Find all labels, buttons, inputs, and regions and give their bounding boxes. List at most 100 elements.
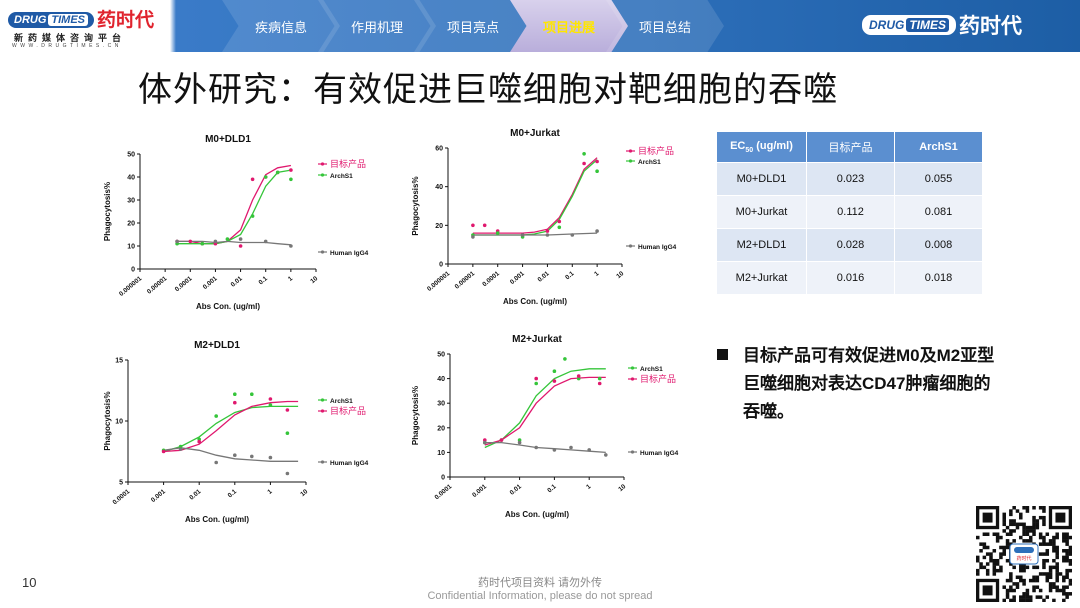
qr-module [1055, 555, 1059, 560]
qr-module [1009, 575, 1013, 580]
qr-module [1038, 542, 1043, 546]
qr-module [1055, 552, 1059, 556]
qr-module [1068, 552, 1072, 556]
chart-title: M2+Jurkat [512, 334, 562, 345]
data-point [263, 239, 268, 244]
data-point [595, 169, 599, 173]
cell-target: 0.016 [806, 261, 895, 295]
qr-module [1062, 558, 1066, 563]
y-tick-label: 50 [127, 152, 135, 159]
qr-module [979, 549, 983, 553]
qr-module [1042, 558, 1046, 563]
qr-module [1025, 509, 1030, 513]
y-tick-label: 20 [127, 221, 135, 228]
qr-module [979, 542, 983, 546]
series-line-target [177, 164, 292, 245]
qr-module [1009, 562, 1013, 566]
tab-disease-info[interactable]: 疾病信息 [222, 0, 340, 52]
tab-progress[interactable]: 项目进展 [510, 0, 628, 52]
qr-module [1032, 529, 1036, 533]
qr-module [1025, 598, 1030, 602]
qr-module [1055, 568, 1059, 573]
qr-module [1068, 582, 1072, 586]
qr-module [1002, 585, 1006, 589]
tab-mechanism[interactable]: 作用机理 [318, 0, 436, 52]
qr-module [1062, 592, 1066, 596]
tab-label: 作用机理 [350, 19, 403, 35]
qr-module [999, 568, 1003, 573]
qr-module [1048, 568, 1053, 573]
legend-marker [320, 409, 325, 413]
y-tick-label: 10 [115, 419, 123, 426]
row-label: M2+Jurkat [716, 261, 807, 295]
legend-marker [320, 398, 325, 402]
data-point [482, 223, 487, 228]
qr-module [1019, 578, 1023, 583]
data-point [213, 239, 218, 244]
qr-module [1038, 595, 1043, 599]
qr-module [1048, 575, 1053, 580]
qr-module [1015, 582, 1020, 586]
legend-marker [320, 173, 325, 177]
qr-module [1068, 562, 1072, 566]
data-point [275, 170, 280, 175]
tab-highlights[interactable]: 项目亮点 [414, 0, 532, 52]
qr-module [1028, 595, 1033, 599]
qr-module [992, 532, 997, 536]
qr-module [1022, 529, 1026, 533]
qr-module [1062, 539, 1066, 543]
y-tick-label: 40 [435, 184, 443, 191]
data-point [268, 397, 273, 401]
qr-module [999, 552, 1003, 556]
drugtimes-logo[interactable]: DRUG TIMES 药时代 [8, 5, 168, 51]
qr-finder [982, 512, 993, 523]
y-axis-label: Phagocytosis% [103, 391, 112, 450]
header-ec50: EC50 (ug/ml) [716, 131, 807, 163]
x-tick-label: 0.0001 [174, 275, 194, 293]
drugtimes-logo-right[interactable]: DRUG TIMES 药时代 [862, 10, 1022, 40]
y-axis-label: Phagocytosis% [411, 176, 420, 235]
qr-module [1055, 588, 1059, 593]
data-point [552, 448, 557, 452]
table-row: M0+Jurkat 0.112 0.081 [716, 195, 983, 229]
x-tick-label: 0.0001 [112, 488, 132, 506]
qr-module [1035, 525, 1040, 530]
qr-module [982, 532, 987, 536]
conclusion-bullet: 目标产品可有效促进M0及M2亚型巨噬细胞对表达CD47肿瘤细胞的吞噬。 [717, 342, 1007, 426]
qr-module [1058, 588, 1063, 593]
qr-module [1052, 598, 1056, 602]
y-tick-label: 30 [437, 401, 445, 408]
qr-module [1019, 515, 1023, 520]
x-tick-label: 0.1 [546, 483, 558, 494]
qr-module [1052, 539, 1056, 543]
data-point [188, 239, 193, 244]
tab-label: 项目总结 [638, 19, 691, 35]
x-tick-label: 0.001 [150, 488, 167, 504]
data-point [268, 403, 273, 407]
qr-module [1048, 585, 1053, 589]
series-line-archs1 [484, 368, 606, 449]
qr-module [1028, 539, 1033, 543]
data-point [285, 471, 290, 476]
qr-module [1025, 525, 1030, 530]
qr-module [1055, 562, 1059, 566]
qr-module [1065, 572, 1069, 576]
qr-code-icon[interactable]: 药时代 [976, 506, 1072, 602]
data-point [250, 214, 255, 218]
x-tick-label: 0.00001 [146, 275, 169, 296]
qr-module [1019, 535, 1023, 540]
qr-module [1042, 509, 1046, 513]
qr-module [1048, 539, 1053, 543]
logo-badge: DRUG TIMES [862, 15, 957, 36]
data-point [563, 357, 567, 361]
qr-module [1045, 552, 1050, 556]
x-tick-label: 0.001 [202, 275, 219, 291]
logo-tagline: 新药媒体咨询平台 [14, 33, 127, 43]
legend-marker [628, 159, 633, 163]
data-point [483, 440, 487, 445]
qr-module [1009, 509, 1013, 513]
footer-confidential-cn: 药时代项目资料 请勿外传 [477, 577, 603, 589]
tab-summary[interactable]: 项目总结 [606, 0, 724, 52]
chart-svg: M0+Jurkat 0 20 40 60 0.000001 0.00001 0.0001 0.0… [411, 128, 677, 306]
qr-module [1052, 582, 1056, 586]
